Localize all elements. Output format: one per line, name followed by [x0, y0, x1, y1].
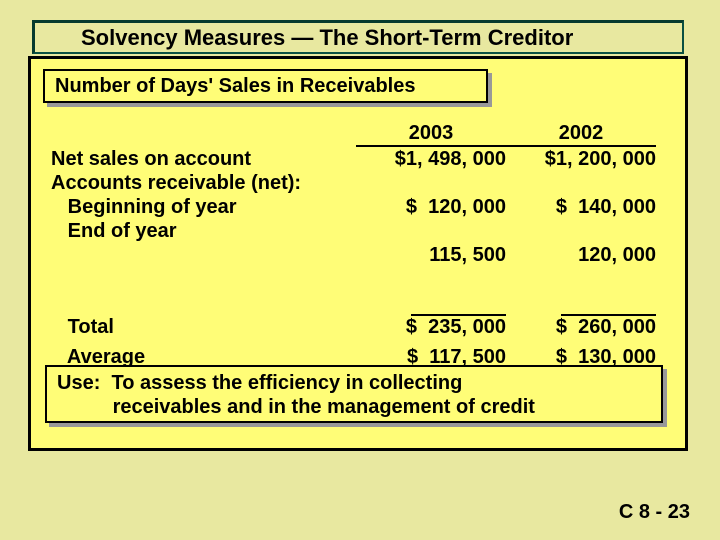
row-label: Total	[51, 315, 356, 339]
main-panel: Number of Days' Sales in Receivables 200…	[28, 56, 688, 451]
cell: $ 120, 000	[356, 195, 506, 219]
financial-table: 2003 2002 Net sales on account $1, 498, …	[51, 121, 671, 369]
col-header-2003: 2003	[356, 121, 506, 147]
blank-cell	[51, 121, 356, 147]
col-header-2002: 2002	[506, 121, 656, 147]
row-label: End of year	[51, 219, 356, 315]
cell-value: 115, 500	[429, 244, 506, 266]
underline	[561, 314, 656, 316]
subheading-text: Number of Days' Sales in Receivables	[55, 75, 415, 98]
use-box: Use: To assess the efficiency in collect…	[45, 365, 663, 423]
table-row: Beginning of year $ 120, 000 $ 140, 000	[51, 195, 671, 219]
row-label: Net sales on account	[51, 147, 356, 171]
table-row: Total $ 235, 000 $ 260, 000	[51, 315, 671, 339]
table-header-row: 2003 2002	[51, 121, 671, 147]
cell: $ 235, 000	[356, 315, 506, 339]
table-row: End of year 115, 500 120, 000	[51, 219, 671, 315]
subheading-box: Number of Days' Sales in Receivables	[43, 69, 488, 103]
cell	[356, 171, 506, 195]
row-label: Beginning of year	[51, 195, 356, 219]
cell	[506, 171, 656, 195]
table-row: Net sales on account $1, 498, 000 $1, 20…	[51, 147, 671, 171]
table-row: Accounts receivable (net):	[51, 171, 671, 195]
cell: 120, 000	[506, 219, 656, 315]
cell: $1, 498, 000	[356, 147, 506, 171]
slide-number: C 8 - 23	[619, 501, 690, 524]
use-text: Use: To assess the efficiency in collect…	[57, 372, 535, 418]
cell-value: 120, 000	[578, 244, 656, 266]
slide-title-bar: Solvency Measures — The Short-Term Credi…	[32, 20, 684, 54]
cell: $1, 200, 000	[506, 147, 656, 171]
slide-title: Solvency Measures — The Short-Term Credi…	[81, 25, 573, 51]
cell: $ 140, 000	[506, 195, 656, 219]
cell: $ 260, 000	[506, 315, 656, 339]
row-label: Accounts receivable (net):	[51, 171, 356, 195]
underline	[411, 314, 506, 316]
cell: 115, 500	[356, 219, 506, 315]
